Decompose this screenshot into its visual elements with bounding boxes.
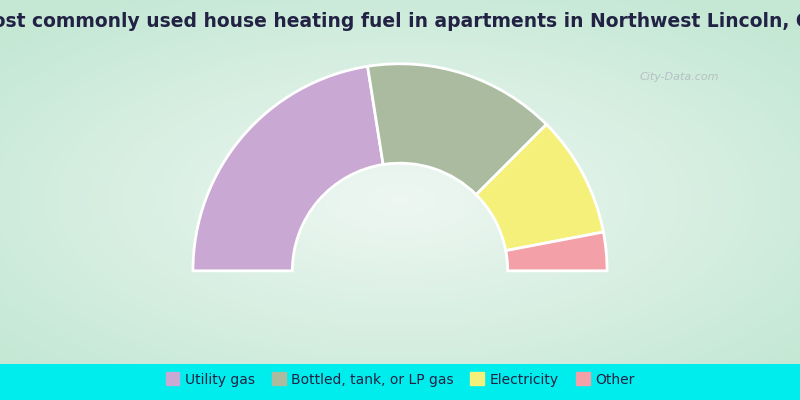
Text: Most commonly used house heating fuel in apartments in Northwest Lincoln, OK: Most commonly used house heating fuel in… bbox=[0, 12, 800, 31]
Text: City-Data.com: City-Data.com bbox=[640, 72, 719, 82]
Legend: Utility gas, Bottled, tank, or LP gas, Electricity, Other: Utility gas, Bottled, tank, or LP gas, E… bbox=[160, 368, 640, 392]
Wedge shape bbox=[506, 232, 607, 271]
Wedge shape bbox=[476, 124, 603, 251]
Wedge shape bbox=[368, 64, 546, 195]
Wedge shape bbox=[193, 66, 383, 271]
